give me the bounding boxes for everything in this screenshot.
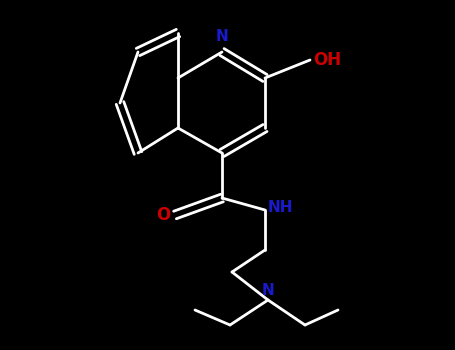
Text: N: N <box>262 283 274 298</box>
Text: NH: NH <box>268 201 293 216</box>
Text: N: N <box>216 29 228 44</box>
Text: OH: OH <box>313 51 341 69</box>
Text: O: O <box>156 206 170 224</box>
